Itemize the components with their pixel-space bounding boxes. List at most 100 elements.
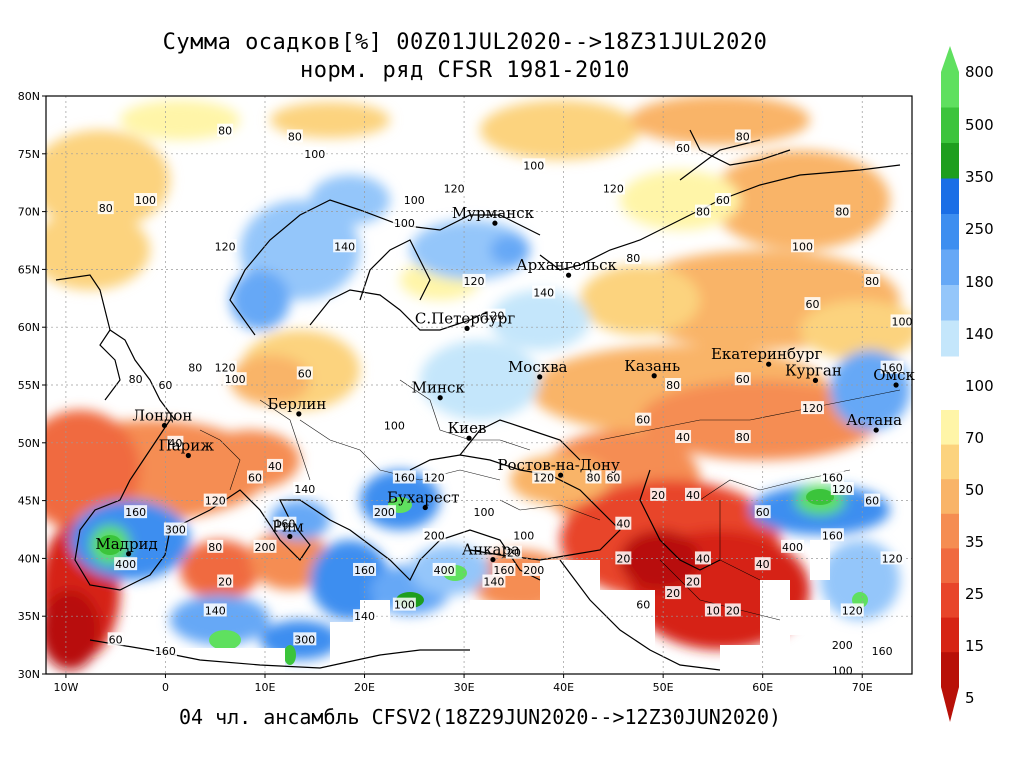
svg-text:60: 60 (716, 194, 730, 207)
lon-label: 10W (53, 681, 78, 694)
colorbar-segment (941, 320, 959, 357)
city-dot (565, 272, 572, 278)
svg-text:80: 80 (736, 431, 750, 444)
contour-label: 80 (734, 129, 751, 143)
svg-text:60: 60 (636, 414, 650, 427)
svg-text:140: 140 (205, 604, 226, 617)
contour-label: 100 (472, 505, 496, 519)
svg-text:80: 80 (626, 252, 640, 265)
city-label: Москва (508, 358, 568, 376)
colorbar-label: 50 (965, 481, 984, 499)
lat-label: 55N (18, 379, 40, 392)
svg-text:20: 20 (726, 604, 740, 617)
colorbar: 800 500 350 250 180 140 100 70 50 35 25 15 5 (941, 46, 994, 722)
svg-text:80: 80 (835, 206, 849, 219)
contour-label: 160 (353, 562, 377, 577)
city-label: Казань (624, 357, 680, 375)
city-label: Мадрид (95, 535, 157, 553)
contour-label: 120 (532, 470, 556, 484)
contour-label: 120 (880, 551, 904, 565)
city-label: Ростов-на-Дону (497, 456, 620, 474)
contour-label: 60 (804, 297, 821, 311)
svg-text:80: 80 (586, 471, 600, 484)
city-dot (490, 556, 496, 563)
contour-label: 400 (432, 562, 456, 577)
lat-label: 60N (18, 321, 40, 334)
contour-label: 40 (694, 551, 711, 565)
svg-text:120: 120 (882, 552, 903, 565)
svg-text:400: 400 (434, 564, 455, 577)
svg-text:100: 100 (473, 506, 494, 519)
contour-label: 120 (213, 360, 237, 375)
contour-label: 40 (685, 487, 702, 502)
svg-text:40: 40 (676, 431, 690, 444)
contour-label: 60 (157, 378, 174, 392)
svg-text:120: 120 (215, 240, 236, 253)
contour-label: 100 (382, 418, 406, 432)
city-dot (422, 504, 428, 511)
svg-text:140: 140 (294, 483, 315, 496)
contour-label: 300 (293, 632, 317, 646)
contour-label: 400 (781, 539, 805, 554)
contour-label: 100 (392, 597, 416, 612)
svg-text:300: 300 (165, 524, 186, 537)
contour-label: 160 (392, 470, 416, 484)
contour-label: 140 (532, 285, 556, 300)
city-marker: Бухарест (387, 489, 459, 511)
svg-text:80: 80 (666, 379, 680, 392)
colorbar-segment (941, 479, 959, 515)
contour-label: 80 (187, 360, 204, 375)
svg-text:100: 100 (394, 217, 415, 230)
city-label: Бухарест (387, 489, 459, 507)
contour-label: 60 (675, 141, 692, 155)
city-label: Лондон (133, 406, 193, 424)
contour-label: 100 (402, 193, 426, 207)
svg-text:40: 40 (268, 460, 282, 473)
svg-text:20: 20 (507, 547, 521, 560)
colorbar-segment (941, 617, 959, 653)
svg-text:100: 100 (513, 529, 534, 542)
city-dot (893, 382, 899, 388)
contour-label: 80 (834, 204, 851, 219)
contour-label: 100 (392, 216, 416, 230)
contour-label: 80 (864, 273, 881, 288)
contour-label: 140 (293, 482, 317, 496)
city-dot (873, 427, 879, 433)
svg-text:140: 140 (334, 240, 355, 253)
city-label: Екатеринбург (711, 345, 822, 363)
contour-label: 120 (203, 493, 227, 508)
contour-label: 60 (635, 412, 652, 427)
contour-label: 80 (585, 470, 602, 484)
contour-label: 100 (830, 663, 854, 674)
svg-text:80: 80 (218, 125, 232, 138)
svg-text:80: 80 (736, 130, 750, 143)
svg-text:40: 40 (686, 489, 700, 502)
svg-text:100: 100 (523, 159, 544, 172)
contour-label: 120 (482, 308, 506, 323)
contour-label: 60 (107, 632, 124, 646)
contour-label: 40 (167, 435, 184, 450)
colorbar-segment (941, 583, 959, 619)
svg-text:200: 200 (374, 506, 395, 519)
contour-label: 100 (223, 372, 247, 386)
svg-text:400: 400 (115, 558, 136, 571)
contour-label: 120 (442, 181, 466, 195)
svg-text:60: 60 (756, 506, 770, 519)
svg-text:40: 40 (756, 558, 770, 571)
svg-text:160: 160 (354, 564, 375, 577)
colorbar-top-arrow (941, 46, 959, 72)
contour-label: 160 (820, 470, 844, 484)
contour-label: 60 (247, 470, 264, 484)
svg-text:200: 200 (523, 564, 544, 577)
contour-label: 120 (840, 603, 864, 617)
colorbar-segment (941, 107, 959, 144)
city-label: Киев (448, 419, 487, 437)
colorbar-label: 140 (965, 325, 994, 343)
city-label: Минск (412, 379, 466, 397)
contour-label: 60 (714, 193, 731, 207)
city-dot (464, 325, 470, 331)
chart-title: Сумма осадков[%] 00Z01JUL2020-->18Z31JUL… (162, 30, 768, 55)
contour-label: 40 (675, 430, 692, 444)
city-dot (537, 374, 543, 380)
